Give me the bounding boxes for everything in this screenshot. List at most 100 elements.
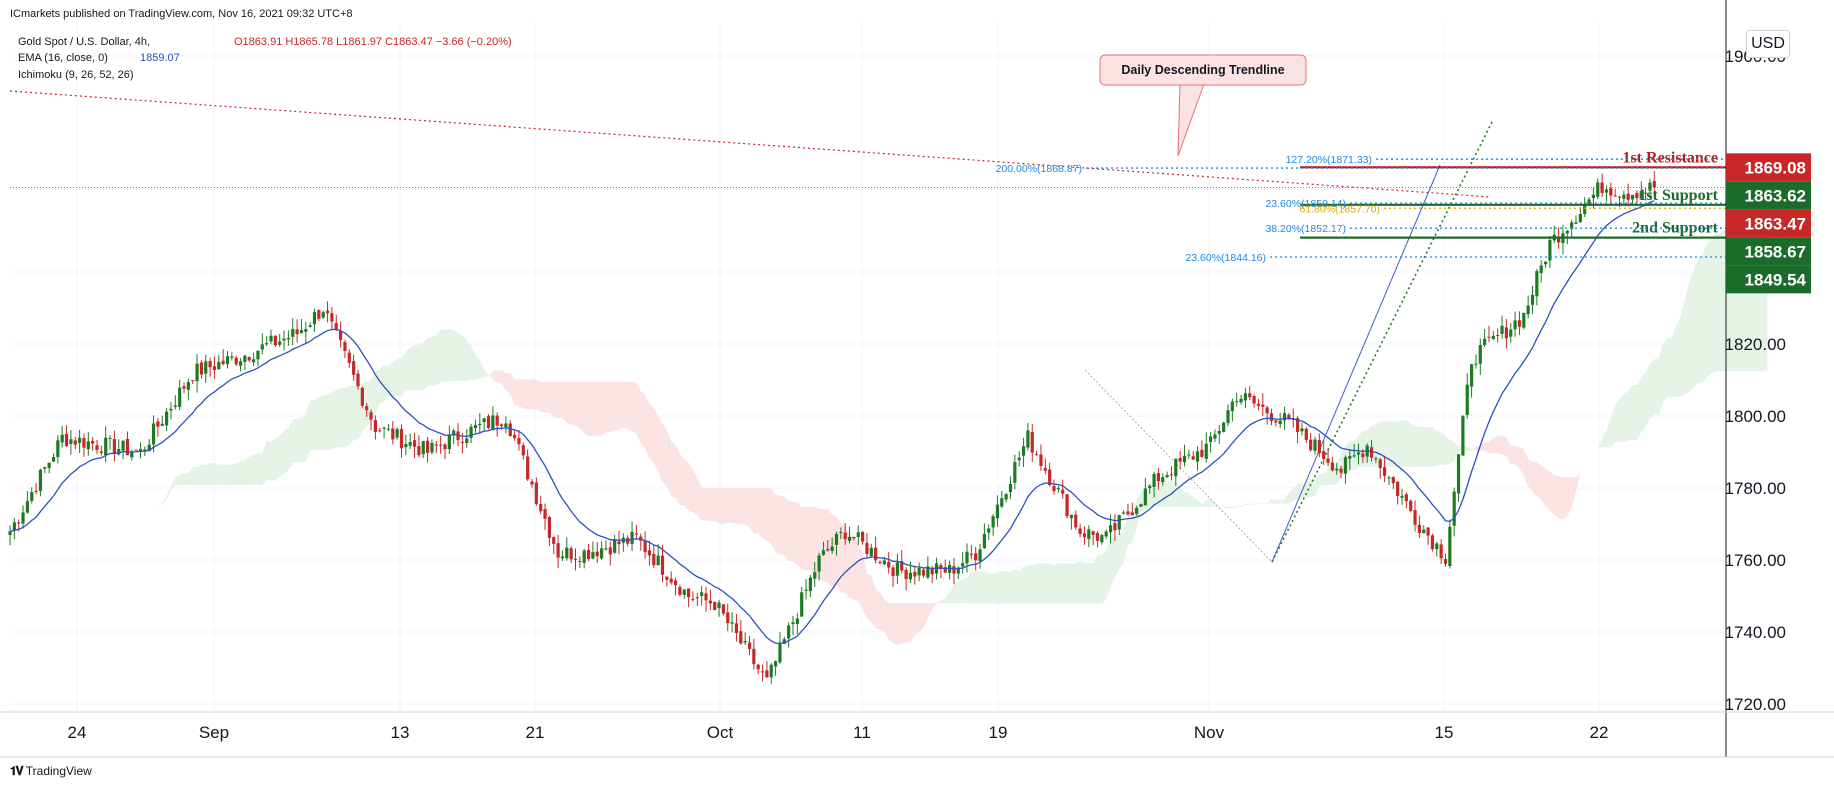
- candle-body: [1065, 494, 1069, 517]
- cloud-segment: [1667, 337, 1672, 398]
- candle-body: [887, 561, 891, 568]
- candle-body: [439, 444, 443, 446]
- cloud-segment: [1167, 481, 1172, 507]
- cloud-segment: [1210, 499, 1215, 507]
- cloud-segment: [866, 573, 872, 624]
- candle-body: [682, 589, 686, 595]
- candle-body: [69, 439, 73, 445]
- candle-body: [1209, 436, 1213, 442]
- cloud-segment: [1315, 474, 1320, 496]
- cloud-segment: [849, 535, 854, 600]
- candle-body: [17, 522, 21, 524]
- callout-box: [1099, 54, 1307, 86]
- instrument-name[interactable]: Gold Spot / U.S. Dollar, 4h,: [18, 36, 151, 48]
- cloud-segment: [540, 382, 546, 413]
- cloud-segment: [1384, 420, 1389, 467]
- candle-body: [569, 548, 573, 560]
- candle-body: [717, 602, 721, 609]
- cloud-segment: [1397, 419, 1402, 467]
- candle-body: [826, 548, 830, 551]
- candle-body: [1148, 485, 1152, 489]
- cloud-segment: [1323, 468, 1329, 486]
- candle-body: [834, 533, 839, 545]
- cloud-segment: [1502, 436, 1507, 457]
- cloud-segment: [679, 453, 685, 506]
- candle-body: [1600, 182, 1604, 193]
- cloud-segment: [140, 516, 145, 519]
- cloud-segment: [475, 354, 480, 380]
- ema-legend-label[interactable]: EMA (16, close, 0): [18, 52, 108, 64]
- candle-body: [1574, 222, 1578, 224]
- candle-body: [1195, 451, 1200, 462]
- cloud-segment: [801, 506, 807, 571]
- cloud-segment: [571, 382, 576, 426]
- candle-body: [404, 444, 408, 448]
- candle-body: [1352, 455, 1356, 457]
- candle-body: [1217, 430, 1221, 434]
- candle-body: [1413, 510, 1417, 525]
- candle-body: [1282, 413, 1287, 421]
- candle-body: [495, 415, 499, 426]
- cloud-segment: [1049, 563, 1054, 604]
- candle-body: [204, 361, 208, 374]
- candle-body: [695, 597, 699, 599]
- candle-body: [708, 600, 712, 604]
- candle-body: [1630, 195, 1635, 200]
- candle-body: [1369, 447, 1374, 458]
- cloud-segment: [910, 602, 915, 642]
- candle-body: [1465, 384, 1469, 415]
- candle-body: [1543, 261, 1548, 265]
- cloud-segment: [1719, 229, 1724, 372]
- cloud-segment: [758, 488, 763, 539]
- candle-body: [73, 440, 77, 445]
- ohlc-values: O1863.91 H1865.78 L1861.97 C1863.47 −3.6…: [234, 36, 512, 48]
- price-label-text: 1863.62: [1745, 186, 1806, 205]
- cloud-segment: [1101, 549, 1107, 604]
- time-tick-label: 19: [989, 723, 1008, 742]
- candle-body: [151, 423, 156, 445]
- candle-body: [191, 380, 195, 382]
- candle-body: [900, 561, 904, 571]
- cloud-segment: [632, 382, 637, 434]
- ichimoku-legend-label[interactable]: Ichimoku (9, 26, 52, 26): [18, 69, 134, 81]
- candle-body: [1200, 449, 1204, 457]
- cloud-segment: [1506, 437, 1511, 465]
- candle-body: [534, 482, 538, 504]
- cloud-segment: [484, 369, 489, 377]
- cloud-segment: [727, 488, 733, 523]
- cloud-segment: [888, 602, 894, 643]
- level-label: 1st Resistance: [1622, 149, 1718, 166]
- candle-body: [1570, 222, 1574, 229]
- candle-body: [21, 512, 25, 524]
- cloud-segment: [958, 579, 963, 603]
- candle-body: [382, 427, 386, 429]
- cloud-segment: [1280, 498, 1285, 504]
- cloud-segment: [945, 591, 950, 603]
- candle-body: [608, 547, 612, 555]
- candle-body: [1100, 534, 1104, 543]
- candle-body: [556, 543, 560, 558]
- cloud-segment: [497, 370, 502, 384]
- candle-body: [1417, 524, 1421, 533]
- candle-body: [817, 555, 821, 572]
- currency-button[interactable]: USD: [1746, 30, 1790, 58]
- candle-body: [1435, 543, 1439, 550]
- candle-body: [169, 408, 173, 411]
- candle-body: [78, 437, 82, 444]
- cloud-segment: [662, 423, 667, 487]
- cloud-segment: [1549, 471, 1555, 516]
- cloud-segment: [640, 391, 646, 449]
- candle-body: [769, 664, 773, 678]
- candle-body: [1626, 193, 1630, 200]
- candle-body: [1391, 477, 1395, 484]
- candle-body: [399, 429, 404, 449]
- candle-body: [104, 437, 108, 456]
- candle-body: [447, 434, 451, 450]
- cloud-segment: [1471, 446, 1476, 452]
- candle-body: [813, 572, 817, 579]
- candle-body: [434, 444, 438, 446]
- candle-body: [43, 467, 47, 469]
- candle-body: [1483, 338, 1487, 346]
- cloud-segment: [192, 467, 198, 486]
